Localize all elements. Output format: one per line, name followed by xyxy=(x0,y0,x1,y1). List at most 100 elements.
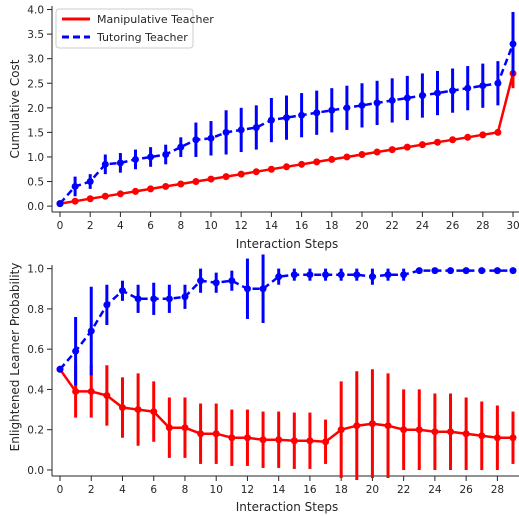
data-point xyxy=(267,165,275,173)
data-point xyxy=(228,277,236,285)
data-point xyxy=(431,428,439,436)
x-tick-label: 28 xyxy=(476,220,489,232)
data-point xyxy=(56,200,64,208)
y-tick-label: 0.8 xyxy=(27,304,44,316)
x-tick-label: 10 xyxy=(204,220,217,232)
y-tick-label: 0.6 xyxy=(27,344,44,356)
data-point xyxy=(373,99,381,107)
x-tick-label: 30 xyxy=(506,220,519,232)
data-point xyxy=(306,271,314,279)
x-tick-label: 10 xyxy=(210,484,223,496)
data-point xyxy=(87,327,95,335)
x-tick-label: 8 xyxy=(177,220,184,232)
y-tick-label: 0.0 xyxy=(27,201,44,213)
data-point xyxy=(343,104,351,112)
data-point xyxy=(403,143,411,151)
data-point xyxy=(290,437,298,445)
data-point xyxy=(509,267,517,275)
data-point xyxy=(353,271,361,279)
data-point xyxy=(384,271,392,279)
x-axis-label: Interaction Steps xyxy=(236,237,339,251)
x-tick-label: 14 xyxy=(265,220,279,232)
data-point xyxy=(358,101,366,109)
x-tick-label: 6 xyxy=(150,484,157,496)
data-point xyxy=(162,182,170,190)
data-point xyxy=(447,428,455,436)
data-point xyxy=(207,134,215,142)
data-point xyxy=(162,151,170,159)
data-point xyxy=(447,267,455,275)
x-tick-label: 12 xyxy=(241,484,254,496)
data-point xyxy=(252,123,260,131)
x-tick-label: 28 xyxy=(491,484,504,496)
data-point xyxy=(388,96,396,104)
x-tick-label: 6 xyxy=(147,220,154,232)
data-point xyxy=(418,141,426,149)
data-point xyxy=(150,408,158,416)
x-tick-label: 18 xyxy=(334,484,347,496)
data-point xyxy=(212,430,220,438)
y-tick-label: 1.0 xyxy=(27,264,44,276)
legend-label-tutoring: Tutoring Teacher xyxy=(96,31,188,44)
x-tick-label: 2 xyxy=(88,484,95,496)
data-point xyxy=(283,114,290,122)
data-point xyxy=(86,178,94,186)
y-tick-label: 3.5 xyxy=(27,29,44,41)
data-point xyxy=(403,94,411,102)
data-point xyxy=(222,173,230,181)
data-point xyxy=(192,136,200,144)
data-point xyxy=(462,430,470,438)
data-point xyxy=(494,128,502,136)
data-point xyxy=(290,271,298,279)
data-point xyxy=(337,426,345,434)
data-point xyxy=(368,420,376,428)
y-tick-label: 2.5 xyxy=(27,78,44,90)
x-tick-label: 18 xyxy=(325,220,338,232)
data-point xyxy=(259,285,267,293)
x-tick-label: 2 xyxy=(87,220,94,232)
x-tick-label: 22 xyxy=(397,484,410,496)
data-point xyxy=(116,190,124,198)
data-point xyxy=(434,89,441,97)
data-point xyxy=(353,422,361,430)
data-point xyxy=(207,175,215,183)
data-point xyxy=(86,195,94,203)
data-point xyxy=(181,424,189,432)
y-tick-label: 0.2 xyxy=(27,425,44,437)
data-point xyxy=(418,92,426,100)
data-point xyxy=(118,404,126,412)
data-point xyxy=(479,82,487,90)
data-point xyxy=(72,347,80,355)
data-point xyxy=(434,138,441,146)
data-point xyxy=(181,293,189,301)
x-tick-label: 0 xyxy=(57,220,64,232)
data-point xyxy=(267,116,275,124)
x-tick-label: 24 xyxy=(428,484,442,496)
data-point xyxy=(150,295,158,303)
y-axis-label: Enlightened Learner Probability xyxy=(8,263,22,452)
data-point xyxy=(71,182,79,190)
x-tick-label: 24 xyxy=(416,220,430,232)
data-point xyxy=(275,436,283,444)
data-point xyxy=(237,126,245,134)
data-point xyxy=(368,273,376,281)
x-tick-label: 0 xyxy=(57,484,64,496)
data-point xyxy=(87,387,95,395)
legend-label-manipulative: Manipulative Teacher xyxy=(97,13,214,26)
data-point xyxy=(494,79,502,87)
x-tick-label: 22 xyxy=(386,220,399,232)
data-point xyxy=(228,434,236,442)
data-point xyxy=(298,160,306,168)
data-point xyxy=(478,432,486,440)
x-tick-label: 26 xyxy=(459,484,473,496)
x-tick-label: 20 xyxy=(355,220,368,232)
data-point xyxy=(134,406,142,414)
data-point xyxy=(147,153,155,161)
data-point xyxy=(322,271,330,279)
y-tick-label: 3.0 xyxy=(27,54,44,66)
data-point xyxy=(101,160,109,168)
data-point xyxy=(306,437,314,445)
data-point xyxy=(449,136,457,144)
y-tick-label: 0.0 xyxy=(27,465,44,477)
